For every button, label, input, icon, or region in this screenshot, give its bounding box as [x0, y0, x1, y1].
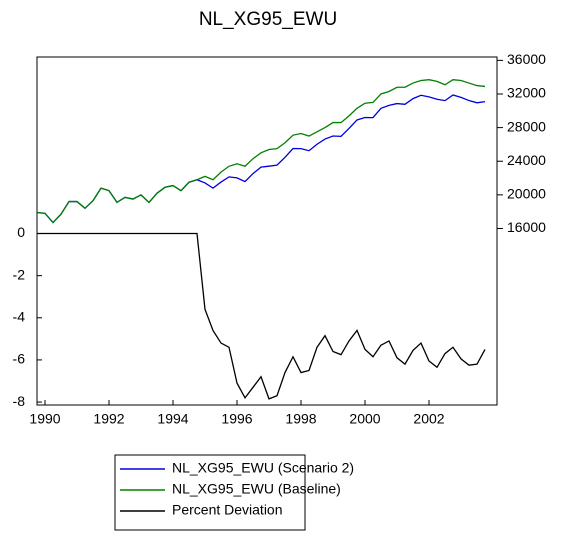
x-tick-label: 2002	[413, 411, 444, 427]
plot-frame	[36, 56, 498, 406]
y2-tick-label: 24000	[507, 152, 546, 168]
y-tick-label: -6	[13, 351, 26, 367]
y2-tick-label: 20000	[507, 186, 546, 202]
series-line	[36, 94, 486, 224]
x-tick-label: 1992	[93, 411, 124, 427]
series-line	[37, 232, 486, 400]
y-tick-label: 0	[17, 224, 25, 240]
chart-title: NL_XG95_EWU	[199, 9, 337, 30]
y2-tick-label: 36000	[507, 51, 546, 67]
y2-tick-label: 28000	[507, 118, 546, 134]
x-tick-label: 1990	[29, 411, 60, 427]
y-tick-label: -2	[13, 266, 26, 282]
x-tick-label: 1996	[221, 411, 252, 427]
y2-tick-label: 32000	[507, 85, 546, 101]
y2-tick-label: 16000	[507, 219, 546, 235]
y-tick-label: -4	[13, 308, 26, 324]
x-tick-label: 1998	[285, 411, 316, 427]
x-tick-label: 2000	[349, 411, 380, 427]
legend-label: NL_XG95_EWU (Scenario 2)	[172, 460, 354, 476]
legend-label: Percent Deviation	[172, 502, 283, 518]
y-tick-label: -8	[13, 393, 26, 409]
series-line	[36, 79, 486, 224]
x-tick-label: 1994	[157, 411, 188, 427]
legend-box	[114, 454, 306, 531]
legend-label: NL_XG95_EWU (Baseline)	[172, 481, 341, 497]
